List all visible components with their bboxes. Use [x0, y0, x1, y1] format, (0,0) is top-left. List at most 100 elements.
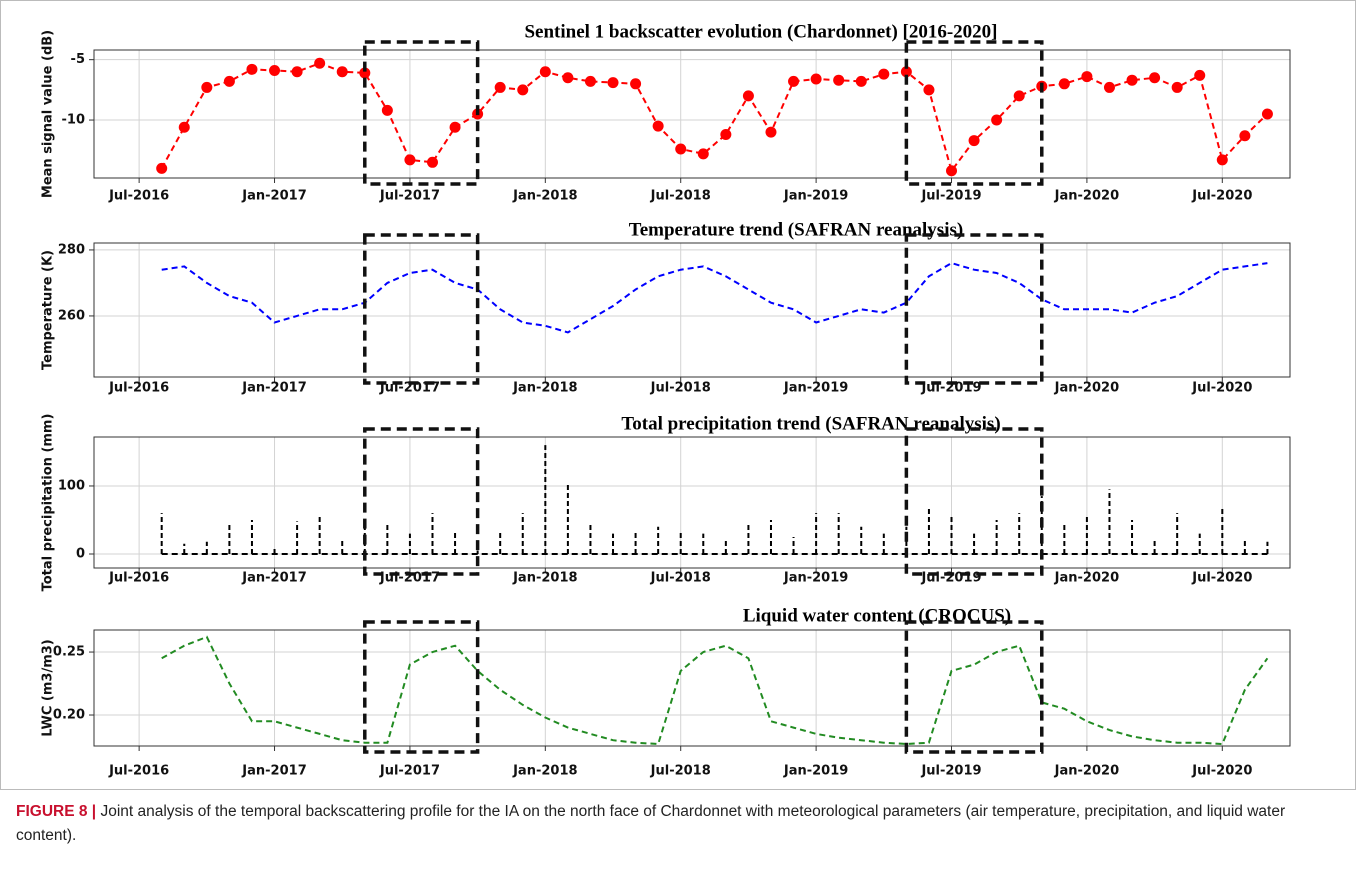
data-point	[1216, 154, 1228, 166]
chart-title: Total precipitation trend (SAFRAN reanal…	[621, 413, 1000, 434]
x-tick-label: Jul-2017	[379, 764, 440, 779]
plot-frame	[93, 629, 1291, 747]
data-point	[991, 114, 1003, 126]
y-tick-label: 0.25	[53, 645, 85, 660]
x-tick-label: Jan-2020	[1054, 764, 1119, 779]
caption-text: Joint analysis of the temporal backscatt…	[16, 803, 1286, 844]
data-point	[652, 120, 664, 132]
data-point	[1126, 74, 1138, 86]
x-tick-label: Jan-2017	[241, 764, 306, 779]
data-line	[160, 62, 1269, 174]
y-tick-label: 100	[58, 478, 85, 493]
data-point	[314, 57, 326, 69]
x-tick-label: Jul-2018	[650, 189, 711, 204]
plot-frame	[93, 242, 1291, 378]
y-tick-label: 0	[76, 546, 85, 561]
x-tick-label: Jan-2019	[783, 571, 848, 586]
data-point	[946, 165, 958, 177]
data-point	[269, 65, 281, 77]
data-point	[675, 143, 687, 155]
data-point	[1081, 71, 1093, 83]
data-point	[742, 90, 754, 102]
x-tick-label: Jan-2020	[1054, 381, 1119, 396]
data-point	[449, 121, 461, 133]
x-tick-label: Jul-2016	[108, 571, 169, 586]
data-point	[1171, 81, 1183, 93]
data-point	[697, 148, 709, 160]
x-tick-label: Jan-2019	[783, 764, 848, 779]
y-axis-label: Total precipitation (mm)	[41, 414, 56, 592]
data-point	[426, 156, 438, 168]
figure: Sentinel 1 backscatter evolution (Chardo…	[0, 0, 1356, 790]
x-tick-label: Jan-2017	[241, 381, 306, 396]
chart-title: Temperature trend (SAFRAN reanalysis)	[629, 219, 963, 240]
data-point	[1239, 130, 1251, 142]
data-point	[562, 72, 574, 84]
caption-label: FIGURE 8 |	[16, 803, 97, 820]
data-line	[161, 635, 1269, 746]
x-tick-label: Jul-2020	[1191, 189, 1252, 204]
data-point	[833, 74, 845, 86]
data-point	[810, 73, 822, 85]
x-tick-label: Jul-2019	[920, 764, 981, 779]
data-point	[607, 77, 619, 89]
highlight-box	[904, 40, 1044, 186]
data-point	[336, 66, 348, 78]
plot-frame	[93, 49, 1291, 179]
x-tick-label: Jan-2018	[512, 381, 577, 396]
x-tick-label: Jul-2020	[1191, 381, 1252, 396]
x-tick-label: Jan-2017	[241, 571, 306, 586]
data-point	[201, 81, 213, 93]
highlight-box	[904, 620, 1044, 754]
x-tick-label: Jul-2018	[650, 764, 711, 779]
data-point	[968, 135, 980, 147]
data-line	[161, 262, 1268, 334]
data-point	[359, 67, 371, 79]
data-point	[855, 75, 867, 87]
data-point	[223, 75, 235, 87]
x-tick-label: Jan-2020	[1054, 571, 1119, 586]
y-axis-label: Mean signal value (dB)	[41, 30, 56, 198]
data-point	[720, 129, 732, 141]
x-tick-label: Jul-2018	[650, 571, 711, 586]
highlight-box	[363, 620, 480, 754]
highlight-box	[363, 40, 480, 186]
y-tick-label: -5	[71, 52, 85, 67]
x-tick-label: Jan-2018	[512, 571, 577, 586]
data-point	[1194, 69, 1206, 81]
data-point	[291, 66, 303, 78]
y-tick-label: 260	[58, 308, 85, 323]
x-tick-label: Jul-2016	[108, 189, 169, 204]
data-point	[584, 75, 596, 87]
data-point	[765, 126, 777, 138]
y-axis-label: LWC (m3/m3)	[41, 639, 56, 737]
data-point	[1058, 78, 1070, 90]
x-tick-label: Jan-2020	[1054, 189, 1119, 204]
x-tick-label: Jul-2018	[650, 381, 711, 396]
data-point	[494, 81, 506, 93]
x-tick-label: Jan-2018	[512, 189, 577, 204]
highlight-box	[363, 233, 480, 385]
data-point	[1149, 72, 1161, 84]
data-point	[1261, 108, 1273, 120]
chart-title: Sentinel 1 backscatter evolution (Chardo…	[524, 21, 997, 42]
data-point	[404, 154, 416, 166]
x-tick-label: Jul-2016	[108, 381, 169, 396]
highlight-box	[363, 427, 480, 576]
data-point	[1103, 81, 1115, 93]
data-point	[923, 84, 935, 96]
x-tick-label: Jul-2020	[1191, 571, 1252, 586]
x-tick-label: Jan-2018	[512, 764, 577, 779]
data-point	[1013, 90, 1025, 102]
data-point	[539, 66, 551, 78]
x-tick-label: Jul-2019	[920, 189, 981, 204]
x-tick-label: Jul-2020	[1191, 764, 1252, 779]
caption: FIGURE 8 | Joint analysis of the tempora…	[16, 800, 1336, 848]
plot-frame	[93, 436, 1291, 569]
x-tick-label: Jul-2016	[108, 764, 169, 779]
x-tick-label: Jan-2019	[783, 381, 848, 396]
data-point	[381, 104, 393, 116]
y-tick-label: 0.20	[53, 708, 85, 723]
x-tick-label: Jan-2019	[783, 189, 848, 204]
data-point	[878, 68, 890, 80]
